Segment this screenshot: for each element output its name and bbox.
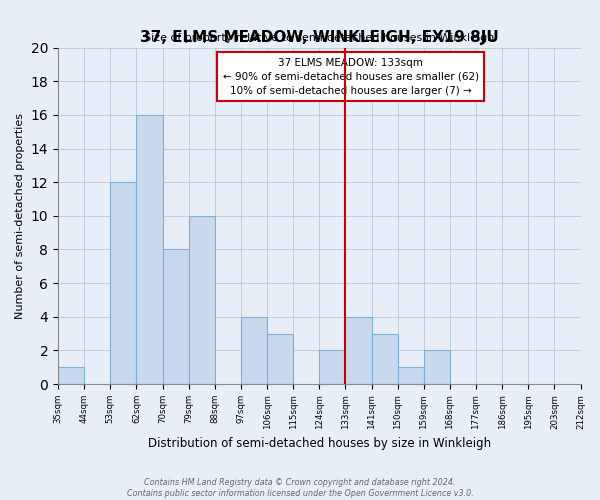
Bar	[110, 182, 136, 384]
Bar	[424, 350, 450, 384]
Text: 37 ELMS MEADOW: 133sqm
← 90% of semi-detached houses are smaller (62)
10% of sem: 37 ELMS MEADOW: 133sqm ← 90% of semi-det…	[223, 58, 479, 96]
X-axis label: Distribution of semi-detached houses by size in Winkleigh: Distribution of semi-detached houses by …	[148, 437, 491, 450]
Bar	[398, 367, 424, 384]
Bar	[188, 216, 215, 384]
Bar	[58, 367, 84, 384]
Bar	[346, 317, 371, 384]
Bar	[371, 334, 398, 384]
Title: 37, ELMS MEADOW, WINKLEIGH, EX19 8JU: 37, ELMS MEADOW, WINKLEIGH, EX19 8JU	[140, 30, 499, 45]
Bar	[136, 115, 163, 384]
Bar	[241, 317, 267, 384]
Bar	[163, 250, 188, 384]
Y-axis label: Number of semi-detached properties: Number of semi-detached properties	[15, 113, 25, 319]
Bar	[319, 350, 346, 384]
Bar	[267, 334, 293, 384]
Text: Size of property relative to semi-detached houses in Winkleigh: Size of property relative to semi-detach…	[144, 32, 494, 42]
Text: Contains HM Land Registry data © Crown copyright and database right 2024.
Contai: Contains HM Land Registry data © Crown c…	[127, 478, 473, 498]
